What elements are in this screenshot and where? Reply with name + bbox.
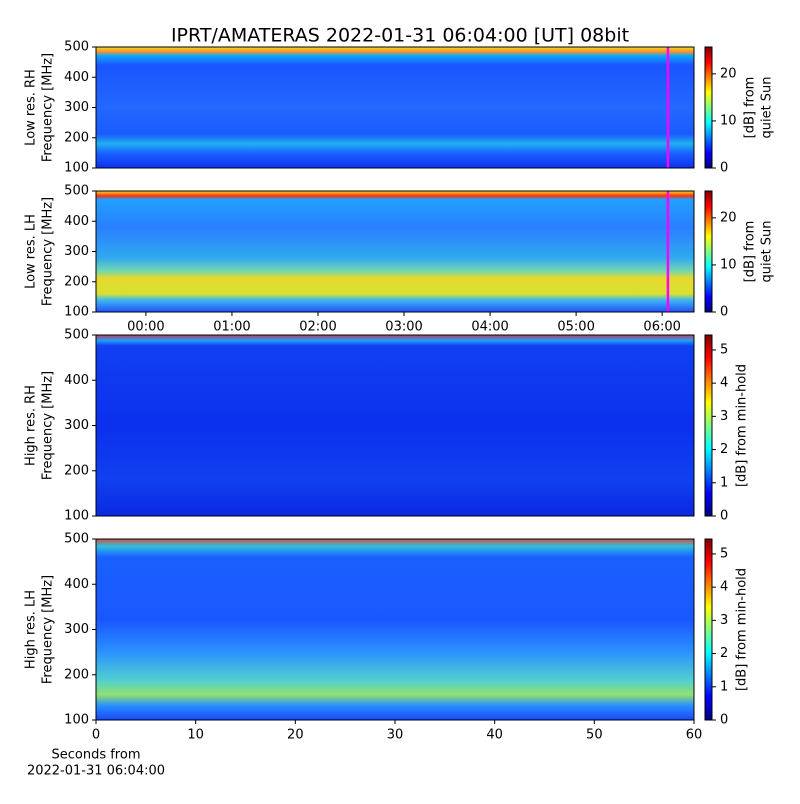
y-axis-label: Low res. RH	[24, 69, 39, 146]
colorbar-label: [dB] from	[743, 77, 758, 139]
colorbar-tick-label: 10	[720, 257, 737, 272]
colorbar-label: [dB] from	[743, 221, 758, 283]
colorbar-tick-label: 20	[720, 66, 737, 81]
y-tick-label: 100	[64, 305, 89, 320]
x-tick-label: 01:00	[213, 320, 250, 335]
colorbar-label: [dB] from min-hold	[735, 364, 750, 487]
colorbar-tick-label: 0	[720, 161, 728, 176]
x-tick-label: 60	[686, 728, 703, 743]
x-tick-label: 20	[287, 728, 304, 743]
y-axis-label: High res. LH	[24, 590, 39, 669]
y-axis-label: Low res. LH	[24, 214, 39, 289]
y-tick-label: 400	[64, 70, 89, 85]
colorbar	[704, 190, 713, 313]
colorbar-tick-label: 4	[720, 580, 728, 595]
y-tick-label: 300	[64, 100, 89, 115]
y-tick-label: 100	[64, 161, 89, 176]
colorbar-tick-label: 2	[720, 646, 728, 661]
spectrogram-image	[96, 191, 694, 312]
x-tick-label: 06:00	[643, 320, 680, 335]
colorbar-tick-label: 5	[720, 342, 728, 357]
colorbar-tick-label: 3	[720, 613, 728, 628]
colorbar-tick-label: 0	[720, 509, 728, 524]
y-axis-label: Frequency [MHz]	[41, 53, 56, 162]
x-tick-label: 30	[387, 728, 404, 743]
colorbar	[704, 334, 713, 517]
y-axis-label: Frequency [MHz]	[41, 197, 56, 306]
figure-title: IPRT/AMATERAS 2022-01-31 06:04:00 [UT] 0…	[171, 25, 629, 47]
colorbar-tick-label: 2	[720, 442, 728, 457]
x-tick-label: 10	[187, 728, 204, 743]
spectrogram-image	[96, 47, 694, 168]
y-tick-label: 100	[64, 509, 89, 524]
x-tick-label: 03:00	[385, 320, 422, 335]
colorbar-tick-label: 0	[720, 305, 728, 320]
y-tick-label: 500	[64, 532, 89, 547]
y-axis-label: High res. RH	[24, 385, 39, 466]
colorbar-label: [dB] from min-hold	[735, 568, 750, 691]
y-tick-label: 500	[64, 328, 89, 343]
y-tick-label: 100	[64, 713, 89, 728]
colorbar-tick-label: 0	[720, 713, 728, 728]
x-tick-label: 05:00	[557, 320, 594, 335]
y-tick-label: 500	[64, 40, 89, 55]
y-tick-label: 400	[64, 373, 89, 388]
y-tick-label: 400	[64, 577, 89, 592]
y-axis-label: Frequency [MHz]	[41, 371, 56, 480]
x-tick-label: 02:00	[299, 320, 336, 335]
y-tick-label: 300	[64, 244, 89, 259]
colorbar-label: quiet Sun	[760, 220, 775, 282]
x-tick-label: 00:00	[127, 320, 164, 335]
spectrogram-image	[96, 539, 694, 720]
y-tick-label: 200	[64, 667, 89, 682]
y-tick-label: 200	[64, 130, 89, 145]
y-tick-label: 300	[64, 418, 89, 433]
colorbar	[704, 538, 713, 721]
y-tick-label: 200	[64, 274, 89, 289]
y-axis-label: Frequency [MHz]	[41, 575, 56, 684]
x-axis-label: Seconds from	[51, 748, 140, 763]
y-tick-label: 300	[64, 622, 89, 637]
y-tick-label: 200	[64, 463, 89, 478]
colorbar-tick-label: 1	[720, 475, 728, 490]
colorbar-tick-label: 3	[720, 409, 728, 424]
x-axis-label: 2022-01-31 06:04:00	[27, 764, 165, 779]
x-tick-label: 04:00	[471, 320, 508, 335]
x-tick-label: 50	[586, 728, 603, 743]
x-tick-label: 40	[486, 728, 503, 743]
colorbar-tick-label: 1	[720, 679, 728, 694]
x-tick-label: 0	[92, 728, 100, 743]
y-tick-label: 400	[64, 214, 89, 229]
spectrogram-image	[96, 335, 694, 516]
colorbar-tick-label: 20	[720, 210, 737, 225]
colorbar-tick-label: 5	[720, 546, 728, 561]
colorbar-label: quiet Sun	[760, 76, 775, 138]
colorbar-tick-label: 4	[720, 376, 728, 391]
colorbar	[704, 46, 713, 169]
colorbar-tick-label: 10	[720, 113, 737, 128]
y-tick-label: 500	[64, 184, 89, 199]
